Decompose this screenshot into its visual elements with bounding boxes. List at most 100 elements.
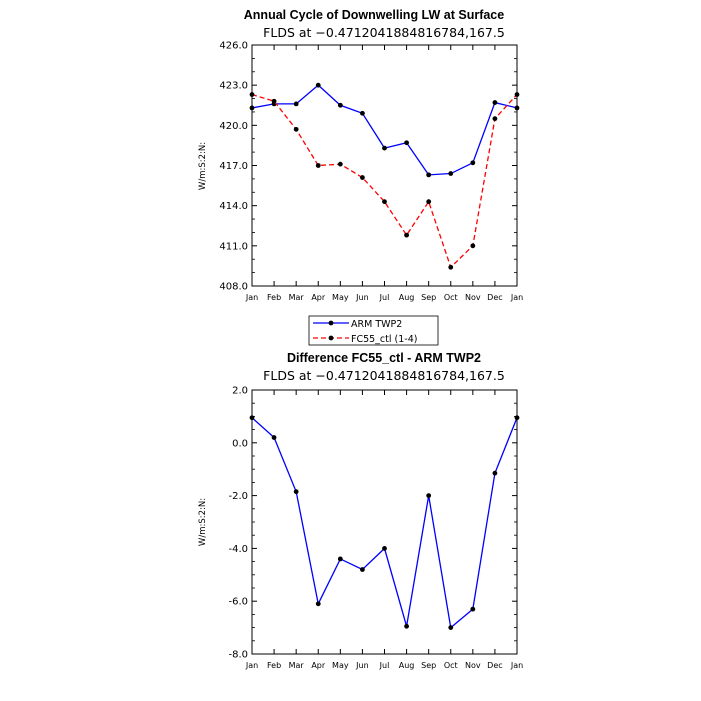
data-point [382, 546, 387, 551]
chart-title: Annual Cycle of Downwelling LW at Surfac… [244, 8, 504, 22]
legend-marker-arm [328, 320, 334, 326]
data-point [293, 489, 299, 495]
y-tick-label: -8.0 [228, 650, 248, 661]
chart-subtitle: FLDS at −0.4712041884816784,167.5 [263, 368, 505, 383]
data-point [448, 171, 454, 176]
x-tick-label: Jan [245, 661, 258, 670]
y-tick-label: 2.0 [232, 386, 248, 397]
top-chart-panel: Annual Cycle of Downwelling LW at Surfac… [198, 8, 523, 346]
plot-frame [251, 389, 518, 655]
x-tick-label: Feb [267, 661, 281, 670]
y-tick-label: 420.0 [219, 121, 248, 132]
x-tick-label: Mar [289, 661, 305, 670]
tick-marks [251, 389, 518, 655]
series-line-0 [251, 417, 518, 629]
legend-label-arm: ARM TWP2 [351, 319, 402, 330]
x-tick-label: Oct [444, 661, 458, 670]
x-tick-label: Dec [487, 293, 502, 302]
data-point [315, 82, 321, 88]
data-point [426, 493, 432, 498]
x-tick-label: Mar [289, 293, 305, 302]
x-tick-label: Jun [355, 293, 369, 302]
x-tick-label: Jan [245, 293, 258, 302]
series-layer [249, 415, 520, 630]
y-tick-label: 423.0 [219, 81, 248, 92]
x-tick-label: Oct [444, 293, 458, 302]
data-point [404, 232, 409, 238]
legend: ARM TWP2 FC55_ctl (1-4) [308, 315, 439, 346]
data-point [404, 623, 409, 629]
data-point [249, 105, 255, 111]
tick-marks [251, 44, 518, 287]
x-tick-label: Nov [465, 293, 481, 302]
data-point [249, 92, 255, 97]
data-point [271, 435, 277, 440]
y-axis-label: W/m:S:2:N: [198, 498, 208, 546]
data-point [271, 98, 277, 104]
data-point [337, 556, 343, 562]
data-point [360, 110, 365, 116]
x-tick-label: Feb [267, 293, 281, 302]
y-tick-label: 411.0 [219, 241, 248, 252]
data-point [293, 126, 299, 132]
x-tick-label: Jul [379, 661, 390, 670]
data-point [249, 415, 255, 421]
data-point [337, 161, 343, 167]
x-tick-label: Sep [421, 661, 436, 670]
x-tick-label: Jan [510, 293, 523, 302]
x-tick-label: Apr [311, 293, 326, 302]
series-layer [249, 82, 520, 270]
y-tick-label: 414.0 [219, 201, 248, 212]
x-tick-labels: Jan Feb Mar Apr May Jun Jul Aug Sep Oct Nov Dec Jan [245, 661, 523, 670]
x-tick-label: Jan [510, 661, 523, 670]
legend-marker-fc55 [328, 335, 334, 341]
legend-label-fc55: FC55_ctl (1-4) [351, 334, 417, 345]
data-point [315, 163, 321, 168]
data-point [360, 567, 365, 572]
x-tick-label: Nov [465, 661, 481, 670]
chart-title: Difference FC55_ctl - ARM TWP2 [287, 351, 481, 365]
data-point [426, 172, 432, 178]
y-tick-label: 426.0 [219, 41, 248, 52]
bottom-chart-panel: Difference FC55_ctl - ARM TWP2 FLDS at −… [198, 351, 523, 670]
data-point [492, 116, 498, 122]
data-point [337, 102, 343, 108]
data-point [382, 145, 387, 151]
x-tick-label: Jun [355, 661, 369, 670]
data-point [492, 470, 498, 476]
x-tick-label: May [332, 293, 349, 302]
chart-subtitle: FLDS at −0.4712041884816784,167.5 [263, 25, 505, 40]
y-axis-label: W/m:S:2:N: [198, 142, 208, 190]
data-point [360, 175, 365, 180]
data-point [382, 199, 387, 205]
x-tick-label: Aug [399, 293, 415, 302]
x-tick-label: Sep [421, 293, 436, 302]
data-point [426, 199, 432, 205]
plot-frame [251, 44, 518, 287]
x-tick-label: Jul [379, 293, 390, 302]
x-tick-label: May [332, 661, 349, 670]
series-line-1 [251, 93, 518, 269]
x-tick-label: Aug [399, 661, 415, 670]
data-point [470, 243, 476, 249]
y-tick-label: 0.0 [232, 438, 248, 449]
data-point [514, 105, 520, 111]
data-point [470, 606, 476, 612]
data-point [448, 264, 454, 270]
data-point [514, 415, 520, 421]
y-tick-label: -6.0 [228, 597, 248, 608]
x-tick-label: Apr [311, 661, 326, 670]
data-point [514, 92, 520, 97]
data-point [315, 601, 321, 607]
x-tick-labels: Jan Feb Mar Apr May Jun Jul Aug Sep Oct Nov Dec Jan [245, 293, 523, 302]
x-tick-label: Dec [487, 661, 502, 670]
y-tick-label: -2.0 [228, 491, 248, 502]
y-tick-labels: 408.0 411.0 414.0 417.0 420.0 423.0 426.0 [219, 41, 248, 293]
y-tick-labels: -8.0 -6.0 -4.0 -2.0 0.0 2.0 [228, 386, 248, 661]
data-point [404, 140, 409, 146]
series-line-0 [251, 84, 518, 176]
data-point [448, 625, 454, 630]
y-tick-label: 408.0 [219, 282, 248, 293]
y-tick-label: -4.0 [228, 544, 248, 555]
